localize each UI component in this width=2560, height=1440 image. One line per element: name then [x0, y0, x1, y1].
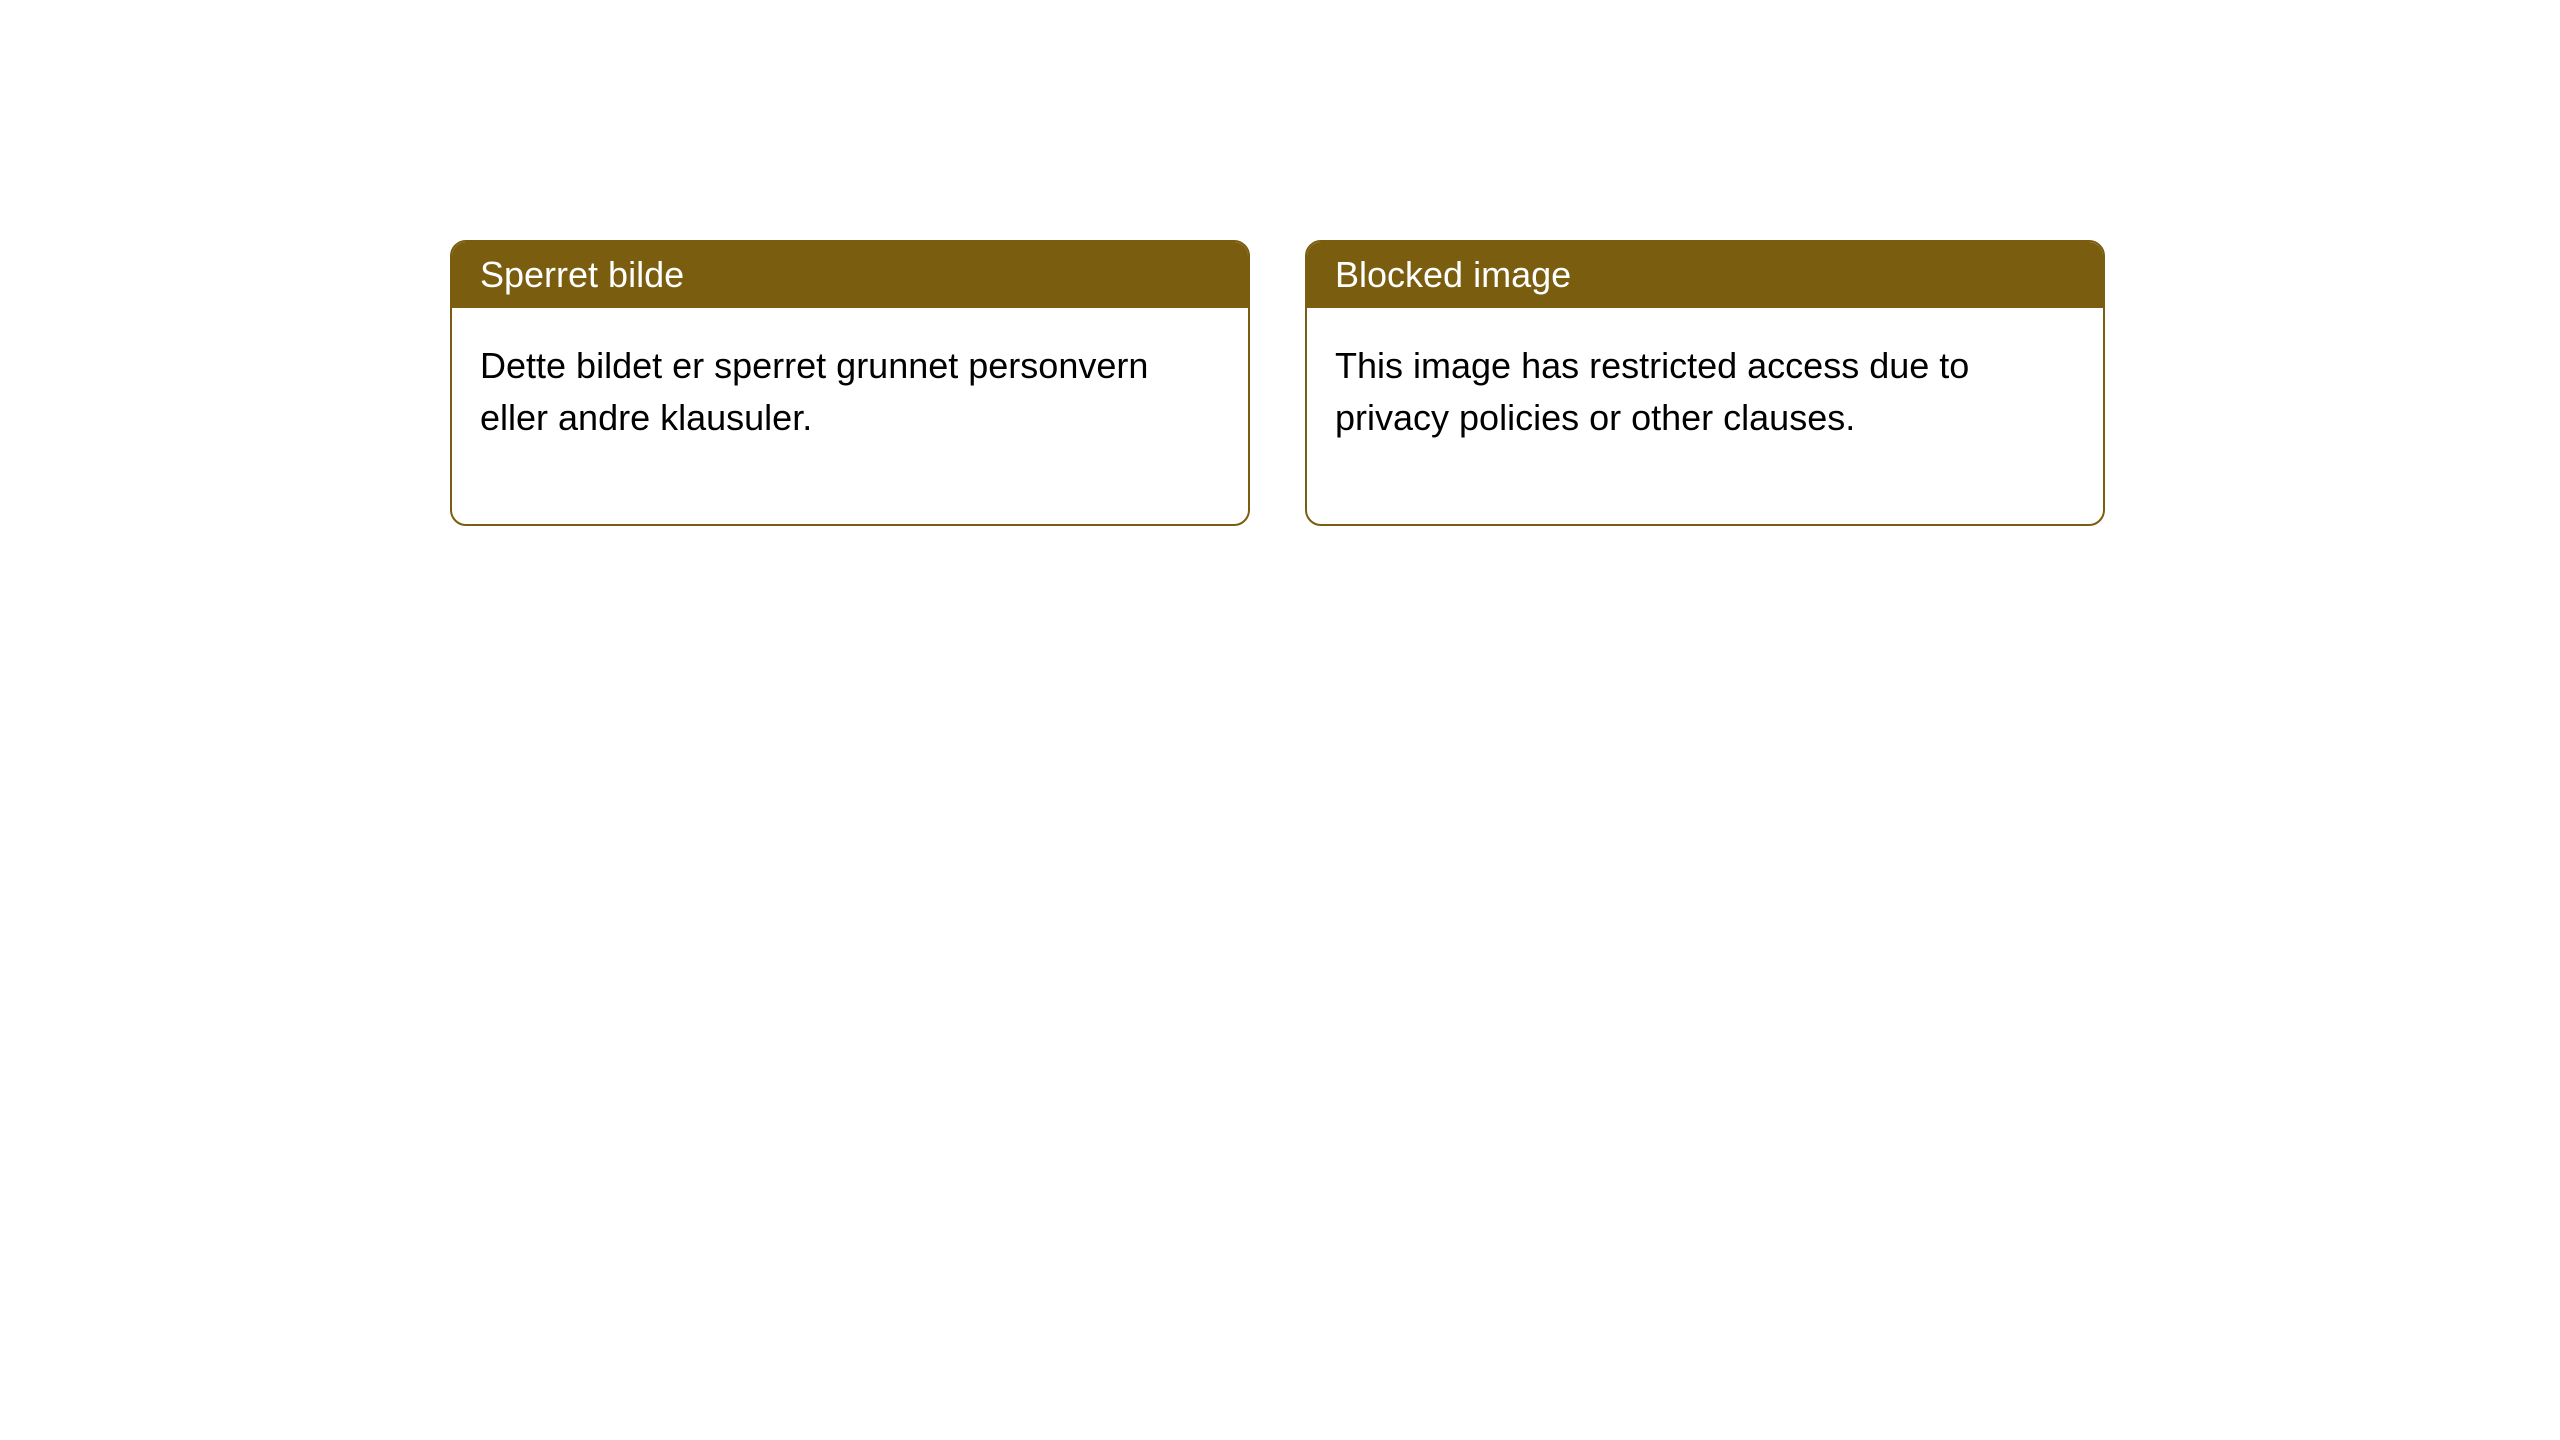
card-title: Blocked image: [1335, 254, 1571, 295]
card-body-text: Dette bildet er sperret grunnet personve…: [480, 345, 1148, 438]
notice-card-norwegian: Sperret bilde Dette bildet er sperret gr…: [450, 240, 1250, 526]
card-header: Blocked image: [1307, 242, 2103, 308]
notice-cards-container: Sperret bilde Dette bildet er sperret gr…: [450, 240, 2105, 526]
notice-card-english: Blocked image This image has restricted …: [1305, 240, 2105, 526]
card-title: Sperret bilde: [480, 254, 684, 295]
card-body-text: This image has restricted access due to …: [1335, 345, 1969, 438]
card-header: Sperret bilde: [452, 242, 1248, 308]
card-body: This image has restricted access due to …: [1307, 308, 2103, 524]
card-body: Dette bildet er sperret grunnet personve…: [452, 308, 1248, 524]
